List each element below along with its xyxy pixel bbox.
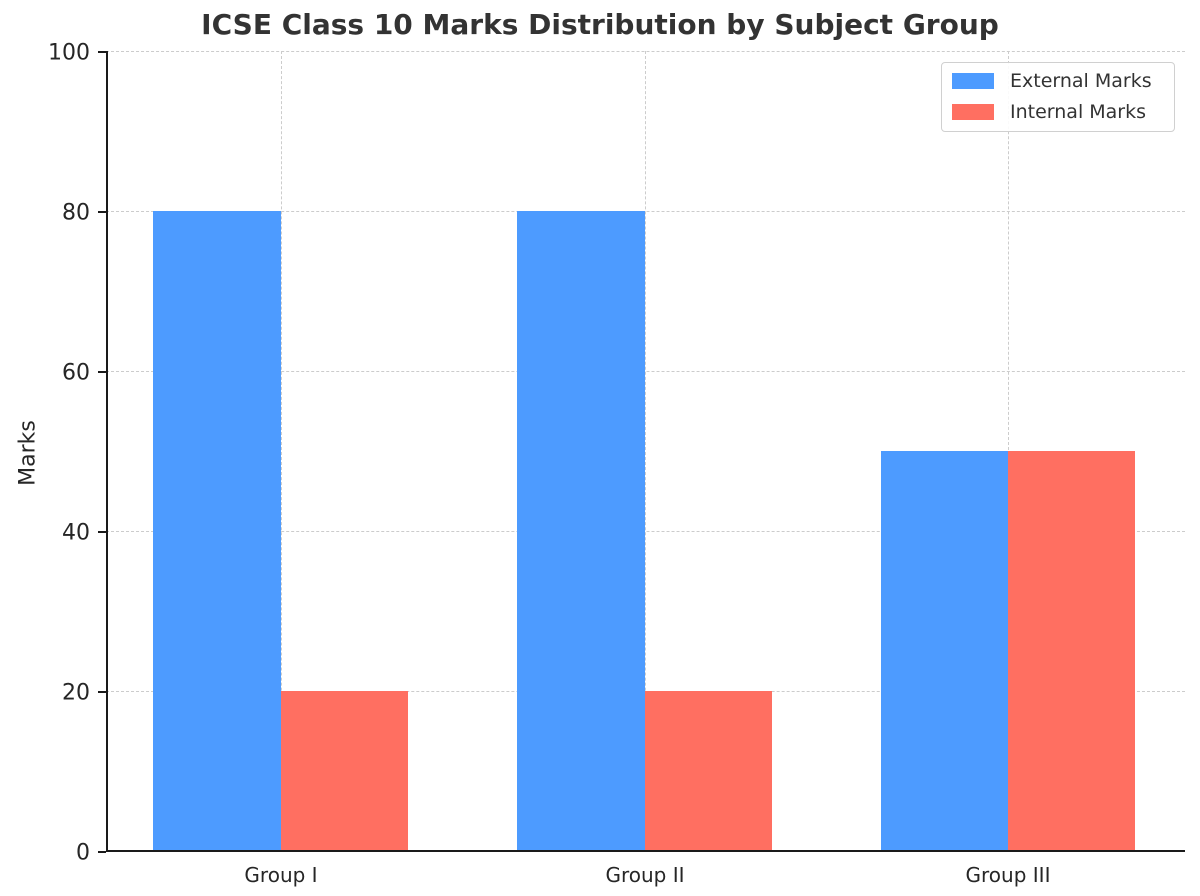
y-tick-20: 20: [62, 681, 106, 706]
bar-internal-group-3: [1008, 451, 1135, 851]
legend-item-internal: Internal Marks: [952, 100, 1146, 124]
plot-area: 100 80 60 40 20 0 Group I Group II Group…: [48, 41, 1185, 887]
y-axis-label: Marks: [15, 420, 41, 486]
x-tick-label-group-2: Group II: [605, 863, 685, 887]
bar-external-group-3: [881, 451, 1008, 851]
legend-label-external: External Marks: [1010, 70, 1152, 92]
y-tick-label: 40: [62, 520, 90, 546]
bar-internal-group-2: [645, 691, 772, 851]
bar-internal-group-1: [281, 691, 408, 851]
y-tick-100: 100: [48, 41, 106, 66]
chart-title: ICSE Class 10 Marks Distribution by Subj…: [201, 8, 999, 41]
y-tick-label: 20: [62, 680, 90, 706]
bar-external-group-2: [517, 211, 645, 851]
y-axis: [106, 51, 108, 851]
y-tick-80: 80: [62, 201, 106, 226]
legend-label-internal: Internal Marks: [1010, 101, 1147, 123]
x-axis: [106, 850, 1185, 852]
y-tick-60: 60: [62, 361, 106, 386]
y-tick-40: 40: [62, 521, 106, 546]
x-tick-label-group-3: Group III: [965, 863, 1051, 887]
legend: External Marks Internal Marks: [941, 62, 1175, 132]
y-tick-0: 0: [76, 841, 106, 866]
gridline-group-1: [281, 51, 282, 851]
legend-swatch-internal: [952, 104, 994, 120]
y-tick-label: 80: [62, 200, 90, 226]
legend-item-external: External Marks: [952, 69, 1152, 93]
y-tick-label: 0: [76, 840, 90, 866]
y-tick-label: 60: [62, 360, 90, 386]
bar-external-group-1: [153, 211, 281, 851]
y-tick-label: 100: [48, 40, 90, 66]
gridline-group-2: [645, 51, 646, 851]
x-tick-label-group-1: Group I: [244, 863, 318, 887]
legend-swatch-external: [952, 73, 994, 89]
